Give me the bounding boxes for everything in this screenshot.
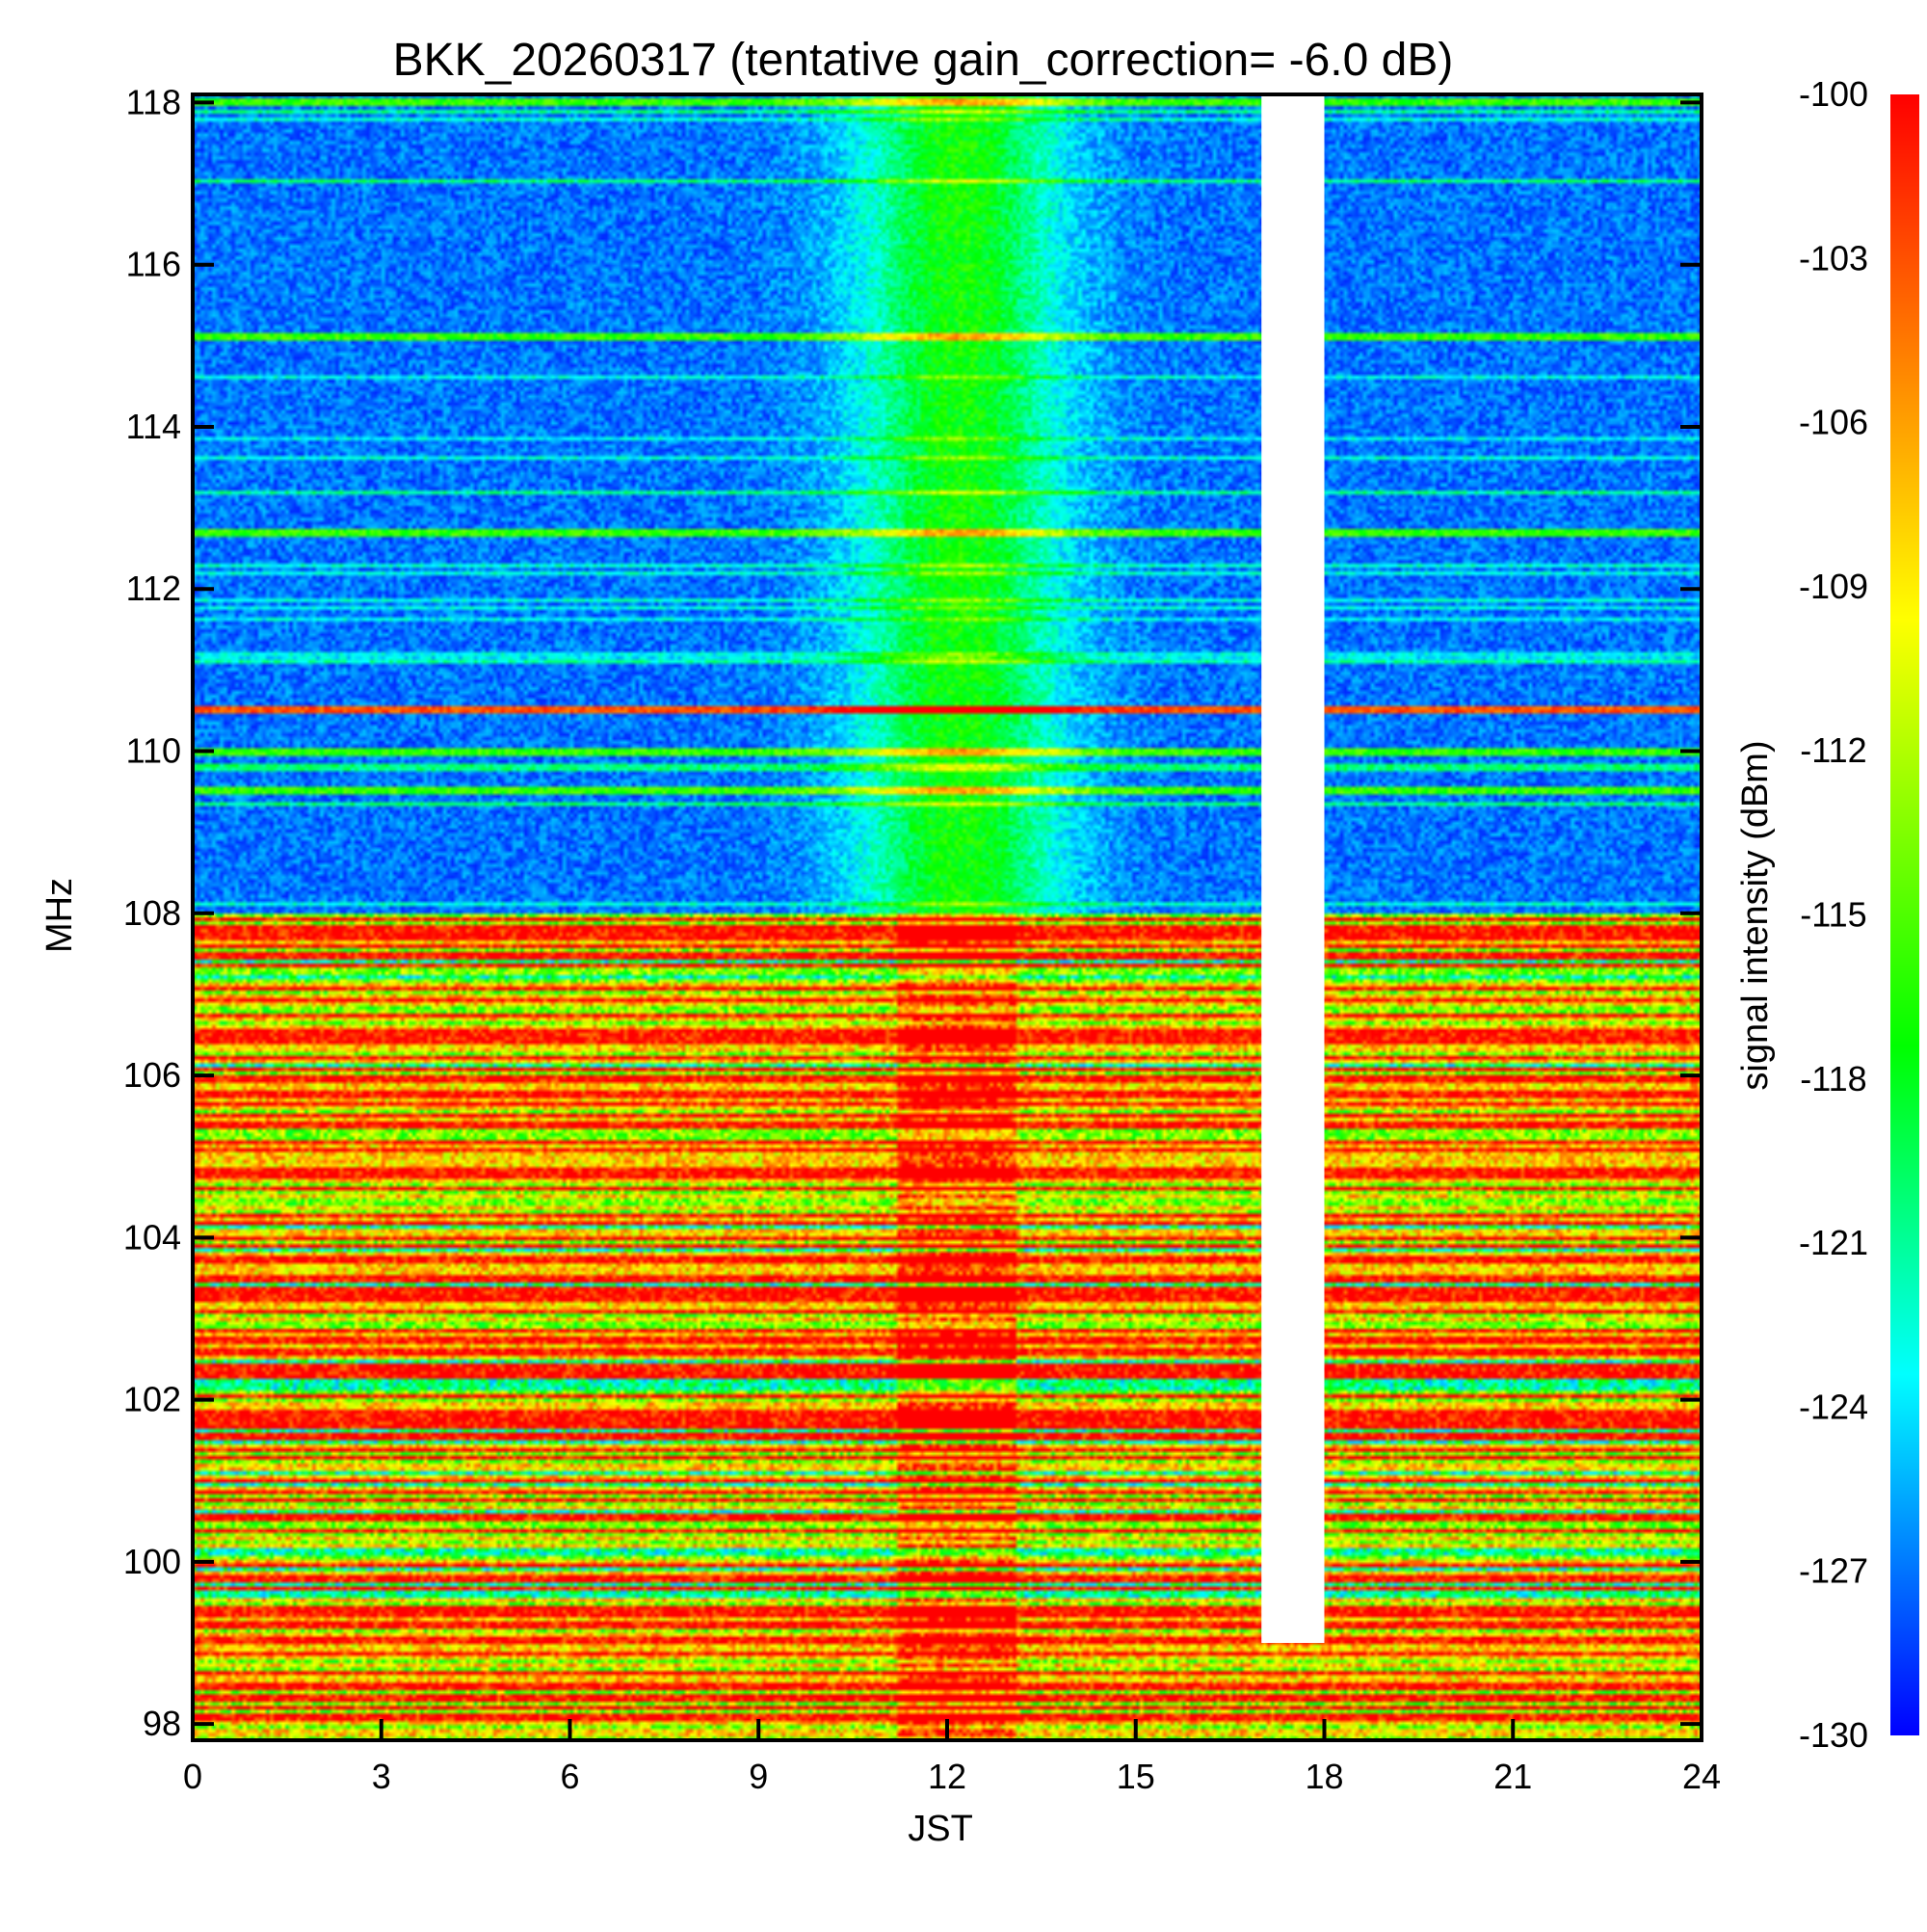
y-tick-label: 98: [143, 1704, 181, 1743]
y-tick-label: 114: [126, 407, 181, 446]
x-tick-label: 21: [1493, 1757, 1532, 1796]
colorbar-tick-label: -115: [1800, 895, 1866, 935]
heatmap-raster: [193, 94, 1702, 1740]
y-tick-label: 118: [126, 82, 181, 121]
colorbar-tick-label: -100: [1799, 74, 1868, 114]
colorbar-tick-label: -127: [1799, 1551, 1868, 1591]
heatmap-cells: [193, 94, 1702, 1740]
y-tick-label: 112: [126, 569, 181, 608]
x-tick-label: 24: [1682, 1757, 1721, 1796]
x-tick-label: 3: [372, 1757, 391, 1796]
y-tick-label: 110: [126, 731, 181, 771]
x-tick-label: 15: [1117, 1757, 1155, 1796]
colorbar: [1890, 94, 1919, 1735]
x-tick-label: 0: [183, 1757, 202, 1796]
x-tick-label: 12: [928, 1757, 966, 1796]
y-axis-label: MHz: [40, 878, 80, 953]
x-tick-label: 6: [560, 1757, 579, 1796]
y-tick-label: 104: [123, 1217, 181, 1257]
x-tick-label: 9: [749, 1757, 768, 1796]
colorbar-tick-label: -124: [1799, 1387, 1868, 1426]
x-tick-label: 18: [1305, 1757, 1343, 1796]
colorbar-tick-label: -109: [1799, 567, 1868, 606]
y-tick-label: 100: [123, 1542, 181, 1581]
x-axis-label: JST: [908, 1809, 973, 1849]
y-tick-label: 102: [123, 1380, 181, 1419]
colorbar-tick-label: -106: [1799, 403, 1868, 442]
colorbar-tick-label: -103: [1799, 238, 1868, 278]
colorbar-tick-label: -130: [1799, 1715, 1868, 1755]
colorbar-label: signal intensity (dBm): [1735, 740, 1776, 1090]
colorbar-tick-label: -121: [1799, 1223, 1868, 1262]
colorbar-tick-label: -112: [1800, 730, 1866, 770]
chart-title: BKK_20260317 (tentative gain_correction=…: [393, 35, 1454, 86]
colorbar-ticks: -100 -103 -106 -109 -112 -115 -118 -121 -124 -127…: [1799, 74, 1868, 1755]
y-tick-label: 108: [123, 893, 181, 933]
colorbar-tick-label: -118: [1800, 1059, 1866, 1098]
y-axis-ticks: 98 100 102 104 106 108 110 112 114 116 118: [123, 82, 1702, 1743]
y-tick-label: 106: [123, 1055, 181, 1095]
x-axis-ticks: 0 3 6 9 12 15 18 21 24: [183, 1719, 1721, 1796]
y-tick-label: 116: [126, 245, 181, 284]
data-gap: [1261, 94, 1325, 1644]
